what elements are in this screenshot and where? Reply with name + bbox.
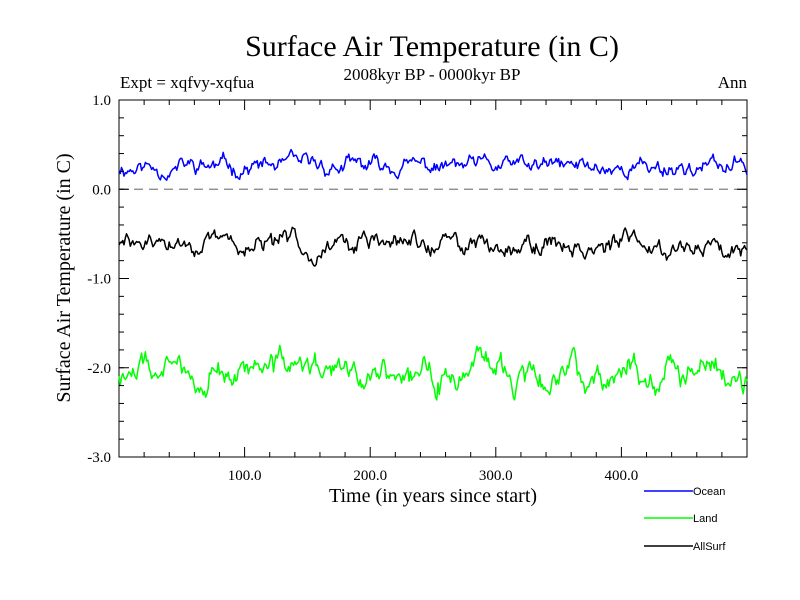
- x-tick-label: 400.0: [605, 468, 639, 484]
- legend-label-ocean: Ocean: [693, 486, 725, 498]
- series-line-land: [118, 344, 748, 401]
- experiment-label: Expt = xqfvy-xqfua: [120, 73, 255, 92]
- x-tick-label: 200.0: [353, 468, 387, 484]
- legend-label-land: Land: [693, 513, 717, 525]
- legend-label-allsurf: AllSurf: [693, 541, 726, 553]
- season-label: Ann: [718, 73, 748, 92]
- x-axis-label: Time (in years since start): [329, 485, 537, 507]
- y-tick-label: 1.0: [92, 93, 111, 109]
- chart-title: Surface Air Temperature (in C): [245, 30, 619, 63]
- y-tick-label: 0.0: [92, 182, 111, 198]
- y-axis-label: Surface Air Temperature (in C): [53, 153, 75, 402]
- y-tick-label: -2.0: [87, 361, 111, 377]
- y-tick-label: -3.0: [87, 450, 111, 466]
- x-tick-label: 300.0: [479, 468, 513, 484]
- series-line-allsurf: [118, 226, 748, 267]
- plot-frame: [118, 99, 748, 458]
- series-line-ocean: [118, 148, 748, 181]
- y-tick-label: -1.0: [87, 272, 111, 288]
- x-tick-label: 100.0: [228, 468, 262, 484]
- chart-subtitle: 2008kyr BP - 0000kyr BP: [344, 65, 521, 84]
